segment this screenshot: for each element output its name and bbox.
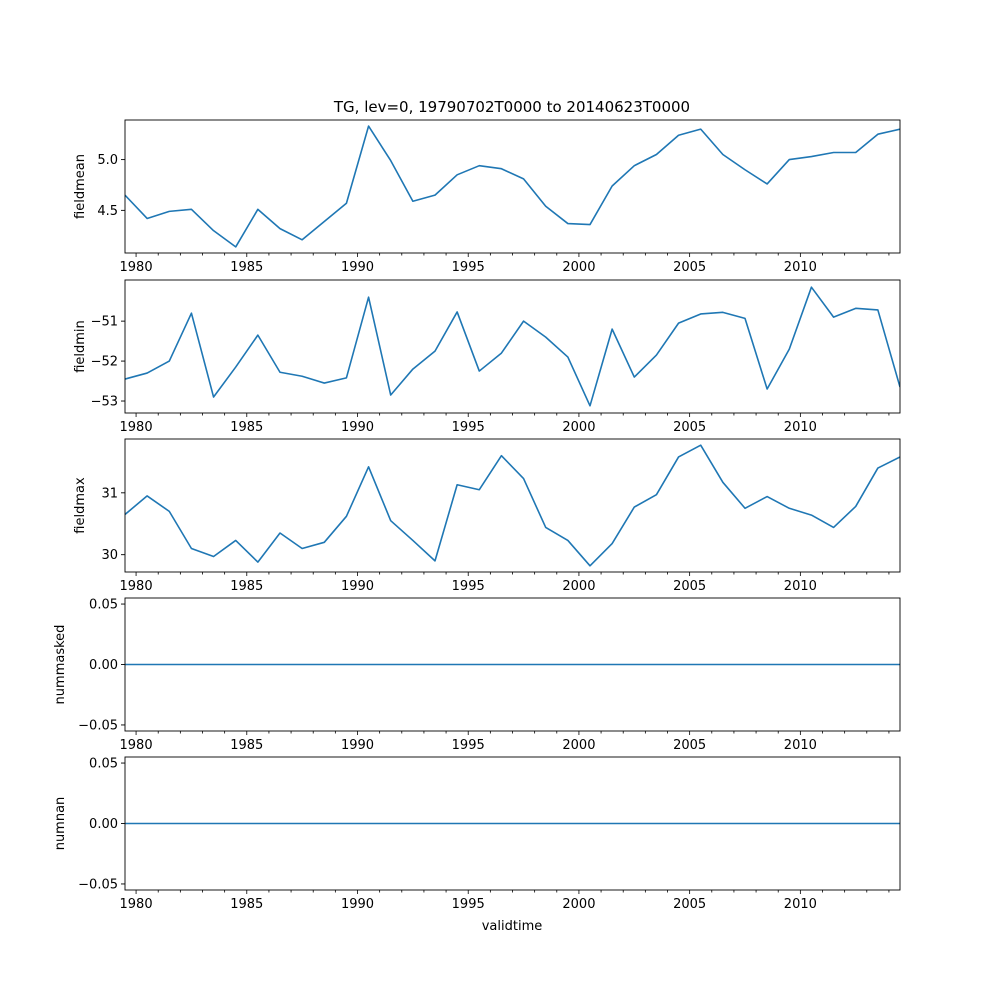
x-tick-label: 1990 (341, 260, 374, 275)
x-tick-label: 2010 (784, 579, 817, 594)
y-tick-label: −0.05 (78, 718, 118, 733)
x-tick-label: 2000 (562, 579, 595, 594)
x-tick-label: 1980 (120, 420, 153, 435)
panel-fieldmax: 30 31 1980 1985 1990 1995 2000 2005 2010 fieldmax (73, 438, 901, 594)
x-tick-label: 2010 (784, 260, 817, 275)
x-tick-label: 1985 (230, 420, 263, 435)
x-tick-label: 2000 (562, 420, 595, 435)
y-tick-label: −53 (91, 395, 118, 410)
x-tick-label: 2005 (673, 738, 706, 753)
x-tick-label: 1990 (341, 420, 374, 435)
x-tick-label: 1980 (120, 897, 153, 912)
x-tick-label: 1995 (452, 579, 485, 594)
x-tick-label: 2005 (673, 260, 706, 275)
x-tick-label: 1985 (230, 738, 263, 753)
panels: 4.5 5.0 1980 1985 1990 1995 2000 2005 2010 fieldm… (53, 119, 901, 912)
y-axis-label-fieldmean: fieldmean (73, 154, 88, 219)
series-line-fieldmax (125, 444, 900, 567)
y-axis-label-fieldmin: fieldmin (73, 320, 88, 373)
x-axis-label: validtime (482, 919, 543, 934)
x-tick-label: 1995 (452, 897, 485, 912)
x-tick-label: 2000 (562, 260, 595, 275)
x-tick-label: 2005 (673, 579, 706, 594)
y-tick-label: 30 (101, 548, 118, 563)
y-tick-label: −0.05 (78, 877, 118, 892)
panel-fieldmean: 4.5 5.0 1980 1985 1990 1995 2000 2005 2010 fieldm… (73, 119, 901, 275)
x-tick-label: 2005 (673, 420, 706, 435)
y-tick-label: −51 (91, 315, 118, 330)
y-tick-label: 0.05 (89, 598, 118, 613)
x-tick-label: 2010 (784, 420, 817, 435)
y-axis-label-fieldmax: fieldmax (73, 477, 88, 534)
panel-numnan: −0.05 0.00 0.05 1980 1985 1990 1995 2000 2005 201… (53, 757, 901, 912)
y-tick-label: −52 (91, 355, 118, 370)
series-line-fieldmin (125, 286, 900, 407)
x-tick-label: 1990 (341, 738, 374, 753)
x-tick-label: 2005 (673, 897, 706, 912)
x-tick-label: 1990 (341, 579, 374, 594)
y-axis-label-nummasked: nummasked (53, 625, 68, 705)
y-tick-label: 0.05 (89, 757, 118, 772)
y-tick-label: 5.0 (97, 153, 118, 168)
x-tick-label: 2000 (562, 738, 595, 753)
panel-nummasked: −0.05 0.00 0.05 1980 1985 1990 1995 2000 2005 201… (53, 598, 901, 753)
x-tick-label: 2010 (784, 738, 817, 753)
series-line-fieldmean (125, 125, 900, 248)
x-tick-label: 1995 (452, 738, 485, 753)
plot-frame (124, 279, 901, 414)
x-tick-label: 1985 (230, 579, 263, 594)
x-tick-label: 2000 (562, 897, 595, 912)
y-tick-label: 4.5 (97, 204, 118, 219)
x-tick-label: 1980 (120, 579, 153, 594)
y-tick-label: 0.00 (89, 817, 118, 832)
x-tick-label: 2010 (784, 897, 817, 912)
panel-fieldmin: −53 −52 −51 1980 1985 1990 1995 2000 2005 2010 fie… (73, 279, 901, 435)
y-tick-label: 31 (101, 486, 118, 501)
y-axis-label-numnan: numnan (53, 797, 68, 851)
x-tick-label: 1985 (230, 260, 263, 275)
chart-title: TG, lev=0, 19790702T0000 to 20140623T000… (333, 98, 690, 116)
x-tick-label: 1995 (452, 420, 485, 435)
x-tick-label: 1980 (120, 738, 153, 753)
plot-frame (124, 119, 901, 254)
y-tick-label: 0.00 (89, 658, 118, 673)
x-tick-label: 1990 (341, 897, 374, 912)
x-tick-label: 1985 (230, 897, 263, 912)
x-tick-label: 1995 (452, 260, 485, 275)
x-tick-label: 1980 (120, 260, 153, 275)
